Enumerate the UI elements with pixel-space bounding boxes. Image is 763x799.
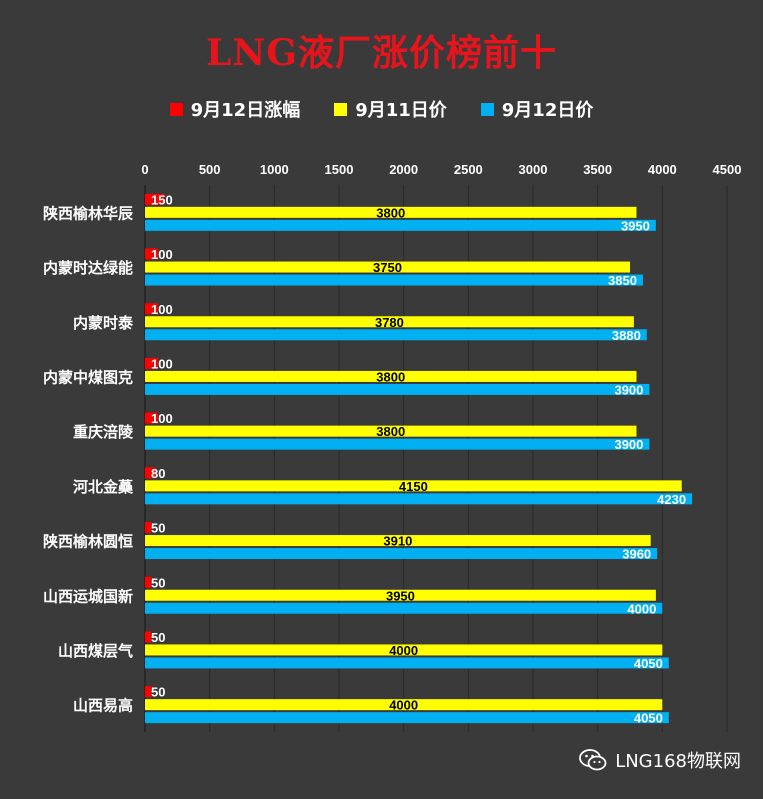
x-tick-label: 1500 [325,162,354,177]
legend-item-sep11: 9月11日价 [334,96,447,122]
category-label: 内蒙时泰 [73,314,134,332]
data-label: 3800 [376,205,405,220]
legend-item-change: 9月12日涨幅 [169,96,301,122]
bar-change [145,303,158,315]
data-label: 100 [151,411,173,426]
category-label: 陕西榆林华辰 [43,204,134,222]
x-tick-label: 500 [199,162,221,177]
bar-sep11 [145,699,663,711]
data-label: 3950 [621,218,650,233]
data-label: 3900 [614,382,643,397]
data-label: 4230 [657,492,686,507]
bar-change [145,576,152,588]
legend-label-change: 9月12日涨幅 [190,100,301,121]
data-label: 100 [151,247,173,262]
legend-label-sep12: 9月12日价 [501,100,594,121]
bar-change [145,631,152,643]
bar-sep12 [145,274,643,286]
data-label: 50 [151,685,165,700]
watermark-text: LNG168物联网 [615,751,741,772]
x-tick-label: 4000 [648,162,677,177]
chart-title: LNG液厂涨价榜前十 [206,32,557,74]
bar-sep11 [145,589,656,601]
bar-sep12 [145,548,658,560]
category-label: 重庆涪陵 [73,423,134,441]
bar-change [145,522,152,534]
x-tick-label: 3000 [519,162,548,177]
data-label: 3880 [612,328,641,343]
category-label: 陕西榆林圆恒 [43,533,133,551]
data-label: 3960 [622,547,651,562]
chart-legend: 9月12日涨幅 9月11日价 9月12日价 [0,96,763,122]
data-label: 4050 [634,711,663,726]
data-label: 50 [151,521,165,536]
bar-change [145,467,156,479]
x-tick-label: 4500 [713,162,742,177]
category-label: 山西运城国新 [43,587,133,605]
legend-item-sep12: 9月12日价 [480,96,594,122]
x-tick-label: 2500 [454,162,483,177]
data-label: 3780 [375,315,404,330]
data-label: 50 [151,630,165,645]
data-label: 3800 [376,424,405,439]
data-label: 3800 [376,369,405,384]
legend-swatch-sep11 [334,102,348,116]
bar-sep12 [145,383,650,395]
legend-swatch-change [169,102,183,116]
watermark: LNG168物联网 [579,747,741,773]
bar-sep12 [145,219,656,231]
data-label: 4000 [389,643,418,658]
category-label: 山西煤层气 [58,642,133,660]
legend-swatch-sep12 [480,102,494,116]
bar-sep11 [145,644,663,656]
bar-sep12 [145,712,669,724]
data-label: 3900 [614,437,643,452]
x-tick-label: 0 [141,162,148,177]
data-label: 4050 [634,656,663,671]
data-label: 3750 [373,260,402,275]
x-tick-label: 3500 [583,162,612,177]
legend-label-sep11: 9月11日价 [355,100,447,121]
data-label: 100 [151,356,173,371]
data-label: 150 [151,192,173,207]
x-tick-label: 1000 [260,162,289,177]
data-label: 100 [151,302,173,317]
category-label: 山西易高 [73,697,133,715]
data-label: 3850 [608,273,637,288]
bar-sep11 [145,370,637,382]
bar-change [145,248,158,260]
bar-sep11 [145,206,637,218]
bar-sep12 [145,329,647,341]
bar-change [145,686,152,698]
bar-sep12 [145,438,650,450]
data-label: 4000 [389,698,418,713]
bar-change [145,412,158,424]
category-label: 河北金蘽 [73,478,134,496]
category-label: 内蒙中煤图克 [43,368,133,386]
wechat-icon [579,749,607,771]
bar-sep11 [145,425,637,437]
data-label: 4150 [399,479,428,494]
bar-change [145,193,165,205]
bar-sep11 [145,261,630,273]
bar-sep12 [145,602,663,614]
bar-sep12 [145,657,669,669]
data-label: 50 [151,575,165,590]
bar-sep12 [145,493,693,505]
bar-sep11 [145,535,651,547]
data-label: 3910 [383,534,412,549]
bar-change [145,357,158,369]
bar-sep11 [145,480,682,492]
data-label: 80 [151,466,165,481]
bar-sep11 [145,316,634,328]
data-label: 4000 [627,601,656,616]
category-label: 内蒙时达绿能 [43,259,133,277]
data-label: 3950 [386,588,415,603]
x-tick-label: 2000 [389,162,418,177]
